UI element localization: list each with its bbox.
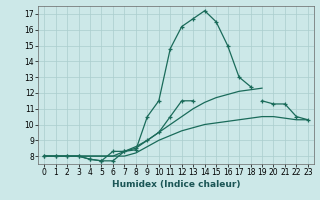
X-axis label: Humidex (Indice chaleur): Humidex (Indice chaleur) [112,180,240,189]
